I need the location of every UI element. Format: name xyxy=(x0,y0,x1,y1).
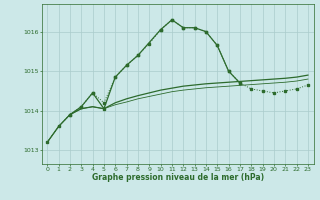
X-axis label: Graphe pression niveau de la mer (hPa): Graphe pression niveau de la mer (hPa) xyxy=(92,173,264,182)
